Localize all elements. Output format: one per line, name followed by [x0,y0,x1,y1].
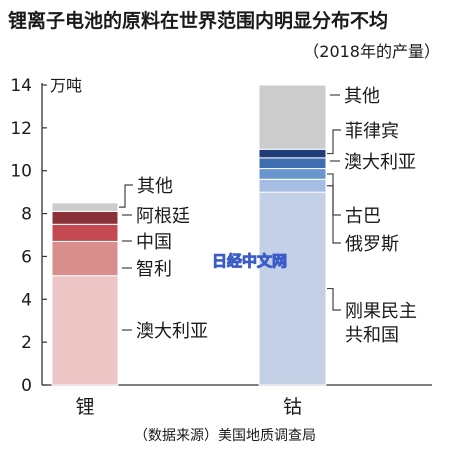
y-tick-label: 6 [21,247,32,267]
leader-line [327,129,341,155]
segment-label: 古巴 [345,206,381,227]
y-tick-label: 14 [10,76,32,96]
segment-label: 菲律宾 [345,121,399,142]
y-axis-unit: 万吨 [50,76,82,95]
y-tick-label: 4 [21,290,32,310]
bar-segment [258,168,327,180]
segment-label: 其他 [344,86,380,107]
y-tick-label: 10 [10,162,32,182]
bar-segment [258,84,327,150]
bar-segment [51,240,119,277]
bar-segment [51,202,119,212]
bar-segment [258,178,327,193]
segment-label: 其他 [137,176,173,197]
segment-label: 阿根廷 [136,206,190,227]
bar-segment [51,275,119,386]
bar-segment [51,210,119,225]
bar-segment [51,223,119,242]
category-label: 锂 [75,396,94,418]
chart-subtitle: （2018年的产量） [303,42,440,61]
leader-line [119,184,133,208]
bar-segment [258,191,327,386]
segment-label: 俄罗斯 [345,234,399,255]
leader-line [327,173,341,216]
bar-segment [258,157,327,170]
chart-title: 锂离子电池的原料在世界范围内明显分布不均 [8,10,389,32]
segment-label: 刚果民主 [345,301,417,322]
segment-label: 澳大利亚 [136,321,208,342]
watermark-logo: 日经中文网 [211,252,288,271]
leader-line [327,287,341,311]
segment-label: 中国 [136,232,172,253]
y-tick-label: 0 [21,376,32,396]
category-label: 钴 [283,396,302,418]
segment-label: 共和国 [345,325,399,346]
segment-label: 澳大利亚 [344,152,416,173]
bar-segment [258,148,327,159]
y-tick-label: 8 [21,205,32,225]
leader-line [327,185,341,244]
source-note: （数据来源）美国地质调查局 [134,428,316,444]
segment-label: 智利 [136,259,172,280]
y-tick-label: 12 [10,119,32,139]
y-tick-label: 2 [21,333,32,353]
